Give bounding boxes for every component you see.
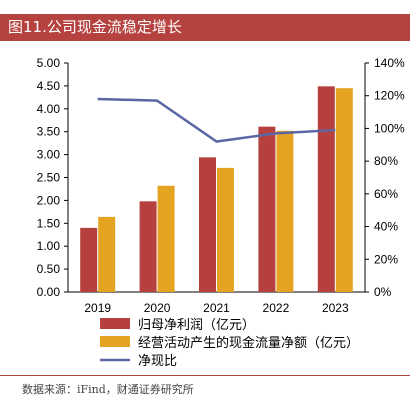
chart-title: 图11.公司现金流稳定增长 [8, 18, 182, 36]
chart: 0.00 0.50 1.00 1.50 2.00 2.50 3.00 3.50 4.00 4.50… [37, 56, 405, 368]
ratio-line [97, 97, 336, 143]
footer-divider [0, 375, 410, 376]
bars [80, 86, 353, 292]
chart-title-bar: 图11.公司现金流稳定增长 [0, 14, 410, 41]
right-tick-label: 60% [374, 187, 398, 201]
right-tick-label: 80% [374, 154, 398, 168]
left-axis: 0.00 0.50 1.00 1.50 2.00 2.50 3.00 3.50 4.00 4.50… [37, 56, 365, 299]
right-tick-label: 40% [374, 220, 398, 234]
left-tick-label: 3.00 [37, 148, 61, 162]
left-tick-label: 2.50 [37, 171, 61, 185]
left-tick-label: 3.50 [37, 125, 61, 139]
left-tick-label: 4.00 [37, 102, 61, 116]
operating-cashflow-bar [276, 130, 294, 292]
x-tick-label: 2021 [203, 301, 230, 315]
legend: 归母净利润（亿元） 经营活动产生的现金流量净额（亿元） 净现比 [100, 317, 359, 368]
left-tick-label: 1.00 [37, 239, 61, 253]
right-tick-label: 100% [374, 121, 405, 135]
net-profit-bar [80, 227, 98, 292]
source-note: 数据来源：iFind，财通证券研究所 [22, 383, 194, 396]
x-tick-label: 2020 [144, 301, 171, 315]
operating-cashflow-bar [335, 88, 353, 292]
right-tick-label: 140% [374, 56, 405, 70]
legend-label: 归母净利润（亿元） [138, 317, 255, 332]
left-tick-label: 0.00 [37, 285, 61, 299]
operating-cashflow-bar [157, 185, 175, 292]
x-tick-label: 2019 [84, 301, 111, 315]
right-tick-label: 120% [374, 89, 405, 103]
net-profit-bar [317, 86, 335, 292]
legend-swatch [100, 336, 130, 347]
left-tick-label: 0.50 [37, 262, 61, 276]
legend-label: 净现比 [138, 353, 177, 368]
x-tick-label: 2022 [263, 301, 290, 315]
ratio-line-path [97, 97, 336, 143]
right-axis: 0% 20% 40% 60% 80% 100% 120% 140% [364, 56, 405, 299]
net-profit-bar [199, 157, 216, 292]
left-tick-label: 4.50 [37, 79, 61, 93]
x-tick-label: 2023 [322, 301, 349, 315]
operating-cashflow-bar [98, 216, 116, 292]
right-tick-label: 20% [374, 252, 398, 266]
left-tick-label: 2.00 [37, 193, 61, 207]
net-profit-bar [258, 126, 276, 292]
net-profit-bar [139, 201, 157, 292]
operating-cashflow-bar [217, 167, 234, 292]
x-axis-labels: 2019 2020 2021 2022 2023 [84, 301, 349, 315]
left-tick-label: 5.00 [37, 56, 61, 70]
legend-swatch [100, 318, 130, 329]
right-tick-label: 0% [374, 285, 392, 299]
legend-label: 经营活动产生的现金流量净额（亿元） [138, 335, 359, 350]
left-tick-label: 1.50 [37, 216, 61, 230]
